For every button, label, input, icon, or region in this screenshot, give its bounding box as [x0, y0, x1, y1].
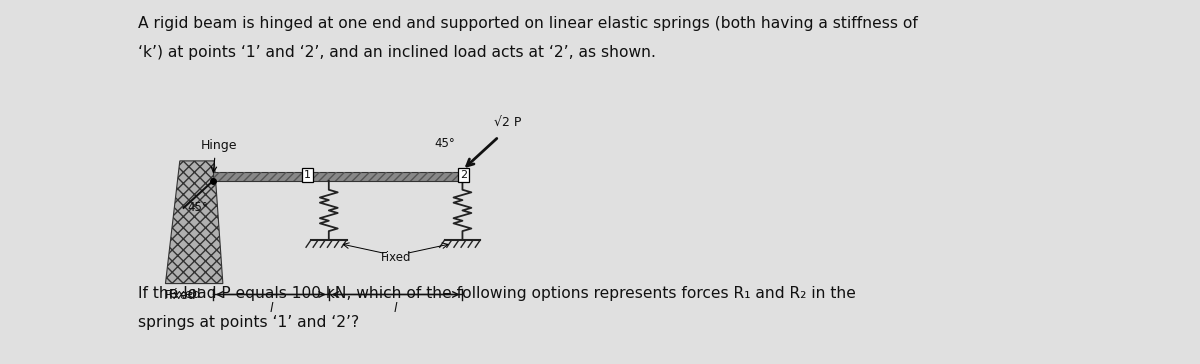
Text: Fixed: Fixed — [163, 289, 196, 302]
Text: Hinge: Hinge — [202, 139, 238, 152]
Text: 45°: 45° — [434, 137, 456, 150]
Text: 2: 2 — [460, 170, 467, 179]
Text: 45°: 45° — [187, 201, 208, 214]
Bar — [212, 172, 462, 181]
Polygon shape — [166, 161, 223, 284]
Text: Fixed: Fixed — [380, 251, 410, 264]
Text: springs at points ‘1’ and ‘2’?: springs at points ‘1’ and ‘2’? — [138, 315, 359, 330]
Text: l: l — [394, 302, 397, 315]
Text: l: l — [269, 302, 272, 315]
Text: √2 P: √2 P — [494, 116, 521, 129]
Bar — [212, 172, 462, 181]
Text: Fixed: Fixed — [168, 288, 202, 301]
Text: If the load P equals 100 kN, which of the following options represents forces R₁: If the load P equals 100 kN, which of th… — [138, 286, 856, 301]
Text: A rigid beam is hinged at one end and supported on linear elastic springs (both : A rigid beam is hinged at one end and su… — [138, 16, 918, 31]
Text: 1: 1 — [304, 170, 311, 179]
Text: ‘k’) at points ‘1’ and ‘2’, and an inclined load acts at ‘2’, as shown.: ‘k’) at points ‘1’ and ‘2’, and an incli… — [138, 46, 656, 60]
